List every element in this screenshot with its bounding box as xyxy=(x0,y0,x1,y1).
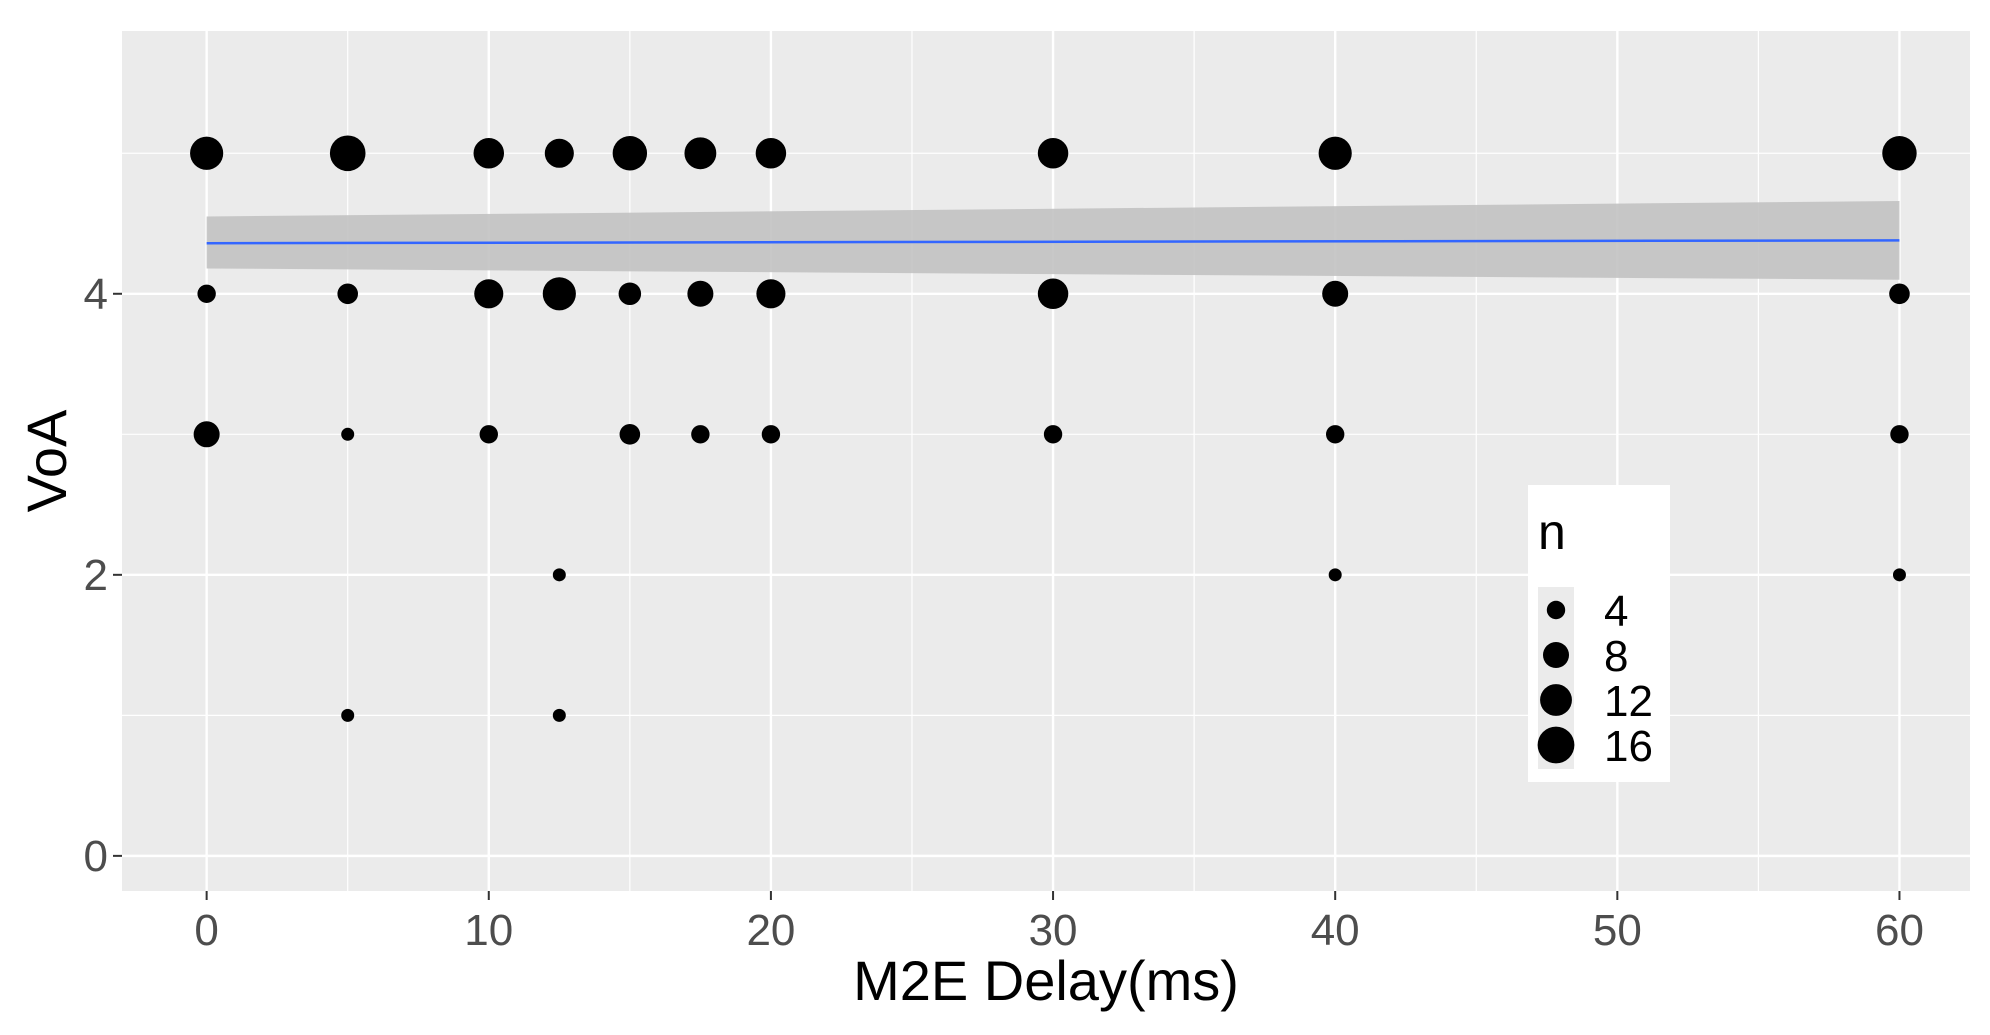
data-point xyxy=(1325,425,1345,444)
x-tick-label: 40 xyxy=(1311,906,1360,955)
data-point xyxy=(1892,568,1906,582)
data-point xyxy=(755,137,787,169)
x-axis-title: M2E Delay(ms) xyxy=(853,949,1239,1012)
legend-symbol xyxy=(1546,600,1566,620)
data-point xyxy=(612,136,648,171)
x-tick-label: 60 xyxy=(1875,906,1924,955)
legend-symbol xyxy=(1537,726,1575,764)
legend-label: 8 xyxy=(1604,632,1628,681)
data-point xyxy=(341,427,355,441)
data-point xyxy=(197,284,216,303)
y-tick-label: 4 xyxy=(84,270,108,319)
data-point xyxy=(552,708,566,722)
data-point xyxy=(756,279,786,309)
data-point xyxy=(337,283,358,305)
data-point xyxy=(193,421,220,448)
legend-symbol xyxy=(1542,641,1570,669)
x-tick-label: 50 xyxy=(1593,906,1642,955)
data-point xyxy=(474,279,504,309)
legend-label: 12 xyxy=(1604,677,1653,726)
legend-label: 16 xyxy=(1604,722,1653,771)
data-point xyxy=(687,280,714,307)
regression-fit xyxy=(206,201,1900,280)
data-point xyxy=(618,282,642,306)
y-axis: 0 2 4 xyxy=(84,270,122,881)
data-point xyxy=(1328,568,1342,582)
x-tick-label: 0 xyxy=(194,906,218,955)
legend-title: n xyxy=(1538,504,1566,560)
data-point xyxy=(1889,283,1910,305)
data-point xyxy=(619,424,641,445)
data-point xyxy=(1318,136,1352,170)
data-point xyxy=(1037,137,1069,169)
fit-line xyxy=(206,239,1900,245)
data-point xyxy=(1882,136,1917,171)
data-point xyxy=(479,425,498,444)
data-point xyxy=(1037,278,1069,310)
y-tick-label: 2 xyxy=(84,551,108,600)
data-point xyxy=(190,136,224,170)
y-axis-title: VoA xyxy=(15,409,78,512)
data-point xyxy=(684,137,717,170)
data-point xyxy=(691,425,710,444)
y-tick-label: 0 xyxy=(84,832,108,881)
data-points xyxy=(190,135,1917,722)
data-point xyxy=(1043,425,1063,444)
data-point xyxy=(552,568,566,582)
x-tick-label: 10 xyxy=(464,906,513,955)
data-point xyxy=(341,708,355,722)
data-point xyxy=(761,425,781,444)
x-tick-label: 20 xyxy=(746,906,795,955)
data-point xyxy=(544,138,574,168)
confidence-band xyxy=(206,201,1900,280)
data-point xyxy=(542,277,576,311)
x-tick-label: 30 xyxy=(1029,906,1078,955)
data-point xyxy=(473,137,505,169)
data-point xyxy=(1890,425,1909,444)
data-point xyxy=(1322,280,1349,307)
x-axis: 0 10 20 30 40 50 60 xyxy=(194,891,1924,955)
legend-label: 4 xyxy=(1604,587,1628,636)
data-point xyxy=(329,135,366,172)
legend-symbol xyxy=(1540,684,1572,716)
